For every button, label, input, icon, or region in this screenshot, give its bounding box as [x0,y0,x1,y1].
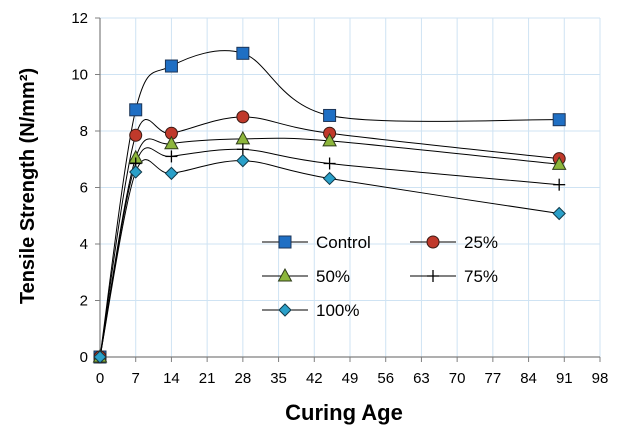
data-point-control [164,59,178,73]
data-point-100pct [164,166,179,181]
series-lines [99,50,560,358]
data-point-50pct [322,132,337,147]
tick-labels: 0 7 14 21 28 35 42 49 56 63 70 77 84 91 98 0 2 4 6 8 10 12 [71,10,608,387]
y-axis-title: Tensile Strength (N/mm²) [17,68,39,304]
x-tick-label: 98 [592,370,609,387]
data-point-50pct [551,156,567,170]
x-tick-label: 42 [306,370,323,387]
y-tick-label: 8 [80,123,88,140]
grid [100,17,601,357]
legend-marker-100pct [278,303,292,317]
data-point-75pct [553,178,566,191]
legend-marker-50pct [277,267,293,282]
data-point-50pct [235,130,251,145]
series-line-50pct [99,137,560,358]
legend-marker-control [278,235,292,249]
data-point-75pct [165,150,178,163]
y-tick-label: 10 [71,67,88,84]
legend-label-control: Control [316,233,371,252]
y-tick-label: 12 [71,10,88,27]
x-tick-label: 77 [485,370,502,387]
data-point-100pct [93,350,107,364]
data-point-50pct [164,135,179,150]
legend: Control 25% 50% 75% 100% [262,233,498,320]
x-tick-label: 49 [342,370,359,387]
legend-label-75pct: 75% [464,267,498,286]
series-line-75pct [99,147,560,358]
series-line-control [99,50,560,358]
legend-label-100pct: 100% [316,301,359,320]
legend-marker-75pct [427,270,439,282]
x-tick-label: 84 [520,370,537,387]
data-point-100pct [129,165,143,179]
data-point-75pct [236,143,249,156]
y-tick-label: 4 [80,236,88,253]
data-point-25pct [129,128,143,142]
y-tick-label: 0 [80,349,88,366]
data-point-control [323,108,337,122]
x-tick-label: 0 [96,370,104,387]
legend-label-50pct: 50% [316,267,350,286]
data-point-100pct [552,206,566,221]
legend-marker-25pct [426,235,440,249]
x-tick-label: 70 [449,370,466,387]
x-tick-label: 14 [163,370,180,387]
data-point-25pct [236,110,250,124]
x-tick-label: 35 [270,370,287,387]
x-tick-label: 21 [199,370,216,387]
x-tick-label: 28 [235,370,252,387]
data-point-100pct [236,153,250,168]
x-tick-label: 56 [377,370,394,387]
y-tick-label: 2 [80,293,88,310]
x-tick-label: 91 [556,370,573,387]
data-point-control [129,103,143,117]
series-line-100pct [99,159,560,358]
data-point-75pct [323,157,336,170]
legend-label-25pct: 25% [464,233,498,252]
y-tick-label: 6 [80,180,88,197]
series-markers [92,46,567,364]
x-tick-label: 63 [413,370,430,387]
data-point-100pct [322,171,337,186]
data-point-control [236,46,250,60]
series-line-25pct [99,116,560,358]
x-axis-title: Curing Age [285,400,403,425]
x-tick-label: 7 [132,370,140,387]
data-point-control [552,113,566,127]
